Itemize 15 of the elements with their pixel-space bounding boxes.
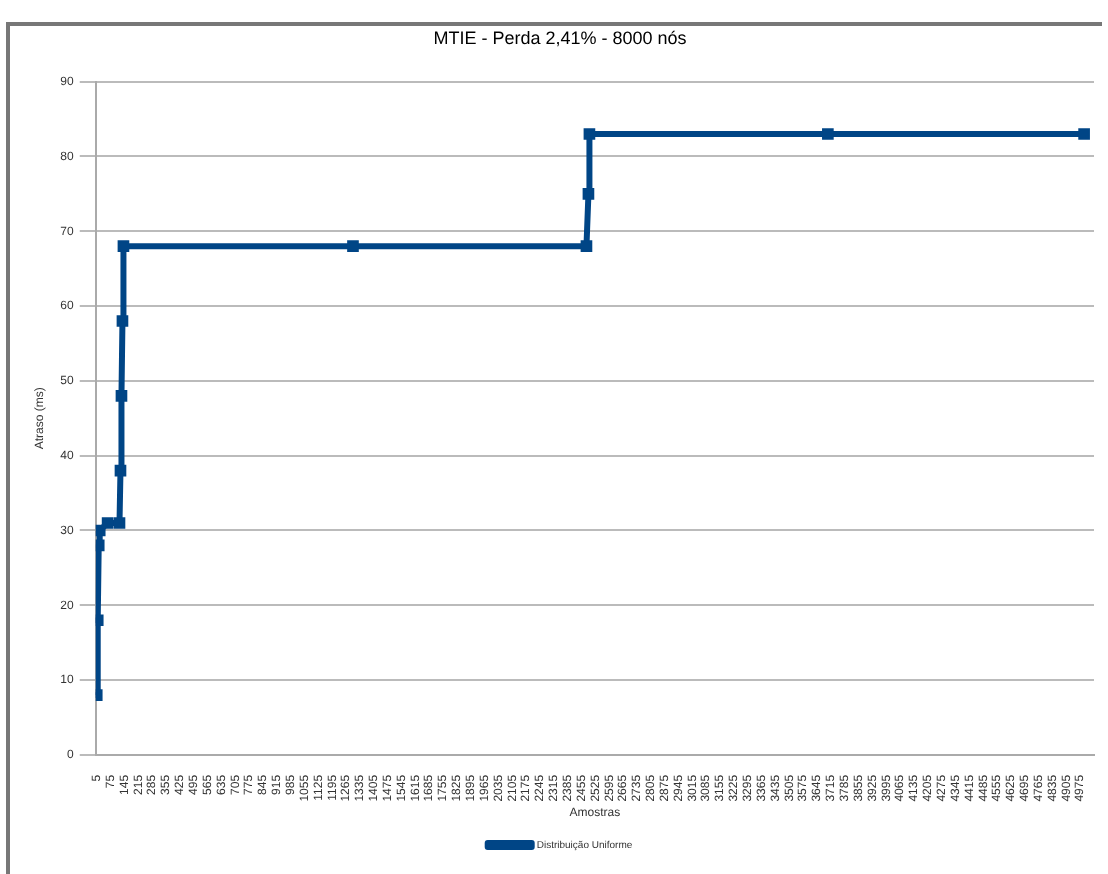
point (95, 524, 106, 537)
point (95, 539, 105, 552)
point (347, 240, 359, 253)
chart-title: MTIE - Perda 2,41% - 8000 nós (433, 27, 688, 48)
point (822, 128, 834, 140)
point (116, 315, 129, 327)
point (113, 517, 126, 529)
point (114, 464, 127, 477)
point (117, 240, 130, 253)
point (580, 240, 593, 253)
point (583, 128, 596, 140)
point (115, 389, 128, 402)
point (1078, 128, 1090, 140)
point (101, 517, 114, 529)
point (582, 187, 595, 200)
